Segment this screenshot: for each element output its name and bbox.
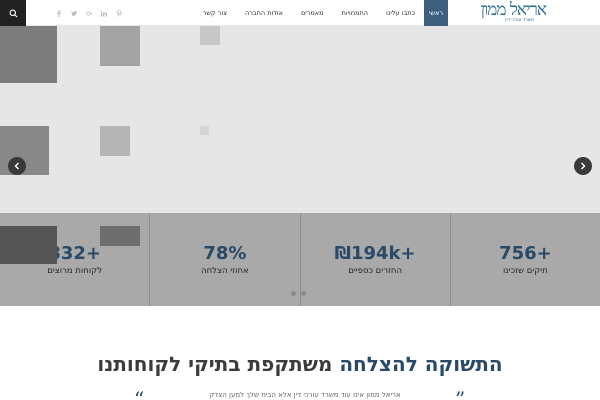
logo-subtitle: משרד עורכי דין — [505, 18, 534, 23]
stat-label: לקוחות מרוצים — [47, 266, 103, 276]
slider-prev-button[interactable] — [8, 157, 26, 175]
social-links — [56, 0, 122, 26]
main-nav: ראשי כתבו עלינו התמחויות מאמרים אודות הח… — [194, 0, 448, 26]
testimonial-text: אריאל ממון אינו עוד משרד עורכי דין אלא ה… — [209, 391, 401, 399]
nav-item-home[interactable]: ראשי — [423, 0, 448, 26]
nav-item-about[interactable]: אודות החברה — [244, 9, 283, 17]
stat-clients: 832+ לקוחות מרוצים — [0, 213, 149, 306]
stat-value: 78% — [203, 243, 247, 264]
pinterest-icon[interactable] — [116, 9, 122, 17]
decorative-square — [100, 26, 140, 66]
linkedin-icon[interactable] — [101, 10, 107, 17]
nav-item-press[interactable]: כתבו עלינו — [386, 9, 415, 17]
stat-success-rate: 78% אחוזי הצלחה — [149, 213, 299, 306]
hero-slider: 832+ לקוחות מרוצים 78% אחוזי הצלחה ₪194k… — [0, 26, 600, 306]
stat-label: החזרים כספיים — [348, 266, 403, 276]
decorative-square — [100, 226, 140, 246]
stat-value: 832+ — [48, 243, 101, 264]
quote-open-icon: ” — [455, 387, 466, 400]
logo-text: אריאל ממון — [480, 0, 547, 20]
decorative-square — [100, 126, 130, 156]
slider-pagination — [291, 291, 306, 296]
decorative-square — [0, 26, 57, 83]
nav-item-contact[interactable]: צור קשר — [202, 9, 227, 17]
stat-label: תיקים שזכינו — [502, 266, 548, 276]
chevron-left-icon — [14, 162, 19, 170]
search-button[interactable] — [0, 0, 26, 26]
stat-value: ₪194k+ — [334, 243, 416, 264]
stat-refunds: ₪194k+ החזרים כספיים — [299, 213, 450, 306]
section-headline: התשוקה להצלחה משתקפת בתיקי לקוחותנו — [0, 352, 600, 376]
decorative-square — [0, 226, 57, 264]
chevron-right-icon — [581, 162, 586, 170]
slider-dot[interactable] — [301, 291, 306, 296]
stat-label: אחוזי הצלחה — [201, 266, 249, 276]
headline-highlight: התשוקה להצלחה — [339, 352, 503, 376]
stat-cases-won: 756+ תיקים שזכינו — [449, 213, 600, 306]
slider-next-button[interactable] — [574, 157, 592, 175]
decorative-square — [200, 126, 209, 135]
stat-value: 756+ — [499, 243, 552, 264]
twitter-icon[interactable] — [71, 10, 77, 17]
headline-rest: משתקפת בתיקי לקוחותנו — [97, 352, 340, 376]
google-plus-icon[interactable] — [86, 10, 92, 17]
quote-close-icon: “ — [134, 387, 145, 400]
site-logo[interactable]: אריאל ממון משרד עורכי דין — [464, 1, 556, 25]
site-header: ראשי כתבו עלינו התמחויות מאמרים אודות הח… — [0, 0, 600, 26]
nav-item-specialties[interactable]: התמחויות — [341, 9, 369, 17]
decorative-square — [200, 26, 220, 45]
nav-item-articles[interactable]: מאמרים — [300, 9, 324, 17]
stats-band: 832+ לקוחות מרוצים 78% אחוזי הצלחה ₪194k… — [0, 213, 600, 306]
search-icon — [9, 9, 17, 17]
slider-dot[interactable] — [291, 291, 296, 296]
facebook-icon[interactable] — [56, 9, 62, 17]
